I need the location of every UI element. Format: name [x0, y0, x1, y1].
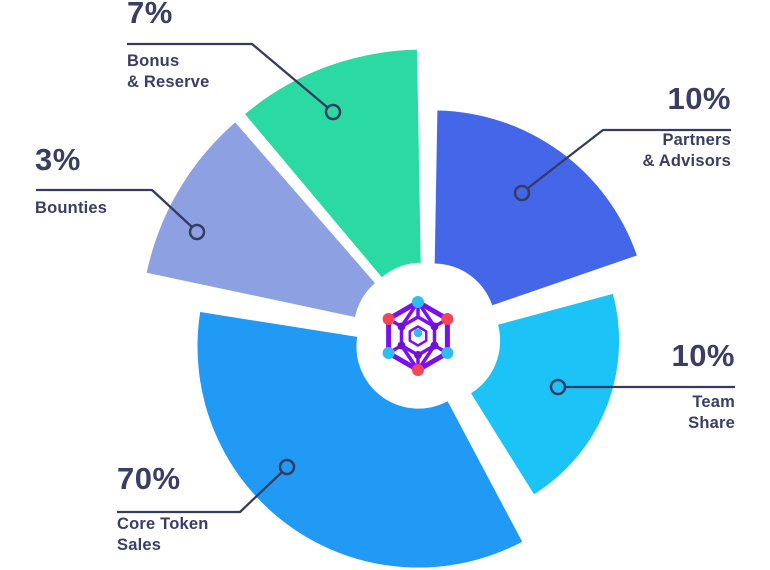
slice-label: Bonus & Reserve: [127, 52, 210, 92]
slice-percent: 70%: [117, 461, 181, 496]
slice-label: Partners & Advisors: [642, 131, 731, 171]
slice-label: Bounties: [35, 199, 108, 218]
callout-bounties: 3% Bounties: [35, 142, 108, 219]
leader-marker-core-token-sales: [278, 458, 296, 476]
slice-percent: 10%: [671, 338, 735, 373]
slice-percent: 3%: [35, 142, 81, 177]
leader-marker-bonus-reserve: [324, 103, 342, 121]
leader-marker-team-share: [549, 378, 567, 396]
hex-web-icon: [382, 296, 454, 376]
pie-slice-partners-advisors: [434, 110, 637, 306]
leader-line-bonus-reserve: [127, 42, 328, 108]
slice-percent: 10%: [667, 81, 731, 116]
pie-slice-bounties: [146, 122, 375, 318]
pie-slice-bonus-reserve: [245, 49, 421, 278]
callout-core-token-sales: 70% Core Token Sales: [117, 461, 209, 556]
callout-bonus-reserve: 7% Bonus & Reserve: [127, 0, 210, 93]
pie-slice-team-share: [471, 293, 620, 495]
leader-line-core-token-sales: [117, 471, 283, 514]
inner-hexagon: [408, 325, 428, 347]
callout-team-share: 10% Team Share: [671, 338, 735, 434]
leader-line-bounties: [36, 188, 193, 228]
slice-label: Core Token Sales: [117, 515, 209, 555]
pie-slice-core-token-sales: [197, 312, 523, 568]
leader-marker-bounties: [188, 223, 206, 241]
hex-network-logo: [380, 296, 456, 376]
slice-percent: 7%: [127, 0, 173, 30]
callout-partners-advisors: 10% Partners & Advisors: [642, 81, 732, 172]
web-nodes: [382, 296, 454, 376]
leader-line-partners-advisors: [527, 128, 731, 189]
leader-marker-partners-advisors: [513, 184, 531, 202]
slice-label: Team Share: [688, 393, 735, 433]
